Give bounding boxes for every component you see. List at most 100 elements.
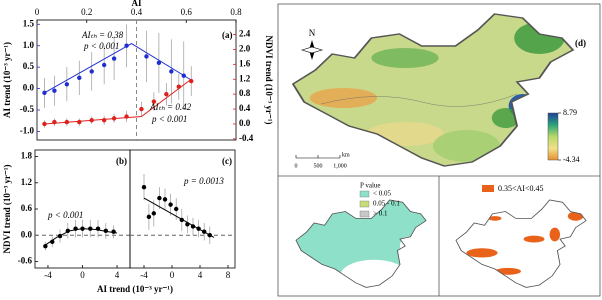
- x-tick-label: -4: [44, 270, 52, 280]
- y-tick-label: 1.0: [23, 40, 35, 50]
- y-tick-label: -0.6: [18, 256, 33, 266]
- point: [101, 118, 107, 123]
- point: [162, 197, 168, 202]
- ai-range-area: [523, 235, 545, 243]
- fit-line: [143, 197, 215, 238]
- fit-line: [44, 42, 192, 94]
- point: [151, 211, 156, 216]
- panel-label: (c): [222, 156, 232, 166]
- ai-range-area: [488, 216, 502, 221]
- colorbar-label: -4.34: [563, 155, 580, 164]
- x-tick-label: 0: [35, 7, 40, 17]
- point: [101, 62, 107, 68]
- point: [146, 214, 152, 220]
- y-tick-label: 0.6: [21, 203, 33, 213]
- legend-label: < 0.05: [373, 190, 391, 198]
- point: [174, 206, 179, 212]
- scale-unit: km: [342, 152, 350, 158]
- y2-tick-label: 0.0: [239, 118, 251, 128]
- plot-frame: [34, 149, 131, 269]
- x-tick-label: 8: [226, 270, 231, 280]
- point: [156, 60, 162, 66]
- y-tick-label: -1.0: [20, 125, 35, 135]
- colorbar-label: 8.79: [563, 108, 577, 117]
- y-tick-label: 1.8: [21, 151, 33, 161]
- legend-swatch: [359, 210, 370, 218]
- point: [157, 195, 162, 201]
- scale-label: 1,000: [333, 163, 347, 169]
- map-land: [456, 200, 586, 288]
- x-tick-label: -4: [140, 270, 148, 280]
- x-tick-label: 0.2: [81, 7, 92, 17]
- point: [111, 56, 117, 61]
- y2-tick-label: -0.4: [239, 133, 254, 143]
- point: [89, 69, 94, 74]
- y-tick-label: 0.5: [23, 61, 35, 71]
- point: [52, 88, 57, 93]
- point: [164, 91, 169, 97]
- point: [168, 202, 173, 207]
- y-tick-label: -0.5: [20, 104, 35, 114]
- y2-tick-label: 1.6: [239, 58, 251, 68]
- x-tick-label: 0.8: [230, 7, 242, 17]
- x-tick-label: 0: [170, 270, 175, 280]
- ai-range-map: [455, 199, 587, 289]
- x-axis-label: AI trend (10⁻³ yr⁻¹): [97, 284, 173, 294]
- north-arrow: [300, 40, 324, 60]
- panel-label: (b): [116, 156, 127, 166]
- main-map: [291, 12, 575, 168]
- y2-tick-label: 2.4: [239, 29, 251, 39]
- scale-bar: [295, 155, 341, 159]
- ai-range-area: [549, 227, 560, 242]
- point: [169, 69, 174, 74]
- colorbar: [547, 112, 559, 161]
- plot-frame: [129, 149, 236, 269]
- x-tick-label: 4: [198, 270, 203, 280]
- y-axis-label: NDVI trend (10⁻³ yr⁻¹): [2, 165, 12, 254]
- y2-tick-label: 1.2: [239, 73, 251, 83]
- legend-swatch: [359, 200, 370, 208]
- y2-tick-label: 0.8: [239, 88, 251, 98]
- y-tick-label: 0.0: [23, 83, 35, 93]
- north-label: N: [309, 28, 316, 38]
- scale-label: 0: [295, 163, 298, 169]
- fit-line: [43, 228, 118, 247]
- y2-axis-label: NDVI trend (10⁻³ yr⁻¹): [264, 36, 274, 125]
- point: [64, 82, 70, 87]
- y2-tick-label: 2.0: [239, 44, 251, 54]
- point: [151, 99, 157, 104]
- scale-label: 500: [314, 163, 323, 169]
- annotation: p < 0.001: [47, 210, 83, 220]
- legend-label: > 0.1: [373, 210, 388, 218]
- annotation: AIₜₕ = 0.42: [149, 102, 192, 112]
- annotation: p = 0.0013: [183, 176, 224, 186]
- legend-label: 0.35<AI<0.45: [498, 184, 543, 193]
- x-axis-label: AI: [131, 0, 141, 8]
- point: [77, 75, 82, 81]
- x-tick-label: 0.4: [131, 7, 143, 17]
- point: [77, 119, 82, 125]
- panel-label: (d): [575, 38, 586, 48]
- fit-line: [44, 78, 192, 125]
- point: [144, 54, 149, 59]
- x-tick-label: 0: [80, 270, 85, 280]
- y-axis-label: AI trend (10⁻³ yr⁻¹): [2, 42, 12, 118]
- legend-label: 0.05 - 0.1: [373, 200, 400, 208]
- annotation: p < 0.001: [83, 41, 119, 51]
- y-tick-label: 1.2: [21, 177, 33, 187]
- y-tick-label: 0.0: [21, 229, 33, 239]
- point: [42, 90, 47, 96]
- point: [111, 229, 116, 234]
- legend-swatch: [482, 185, 494, 192]
- annotation: AIₜₕ = 0.38: [81, 30, 124, 40]
- annotation: p < 0.001: [151, 114, 187, 124]
- y2-tick-label: 0.4: [239, 103, 251, 113]
- panel-label: (a): [222, 30, 233, 40]
- y-tick-label: 1.5: [23, 18, 35, 28]
- ai-range-area: [466, 248, 498, 258]
- point: [139, 106, 144, 112]
- x-tick-label: 4: [115, 270, 120, 280]
